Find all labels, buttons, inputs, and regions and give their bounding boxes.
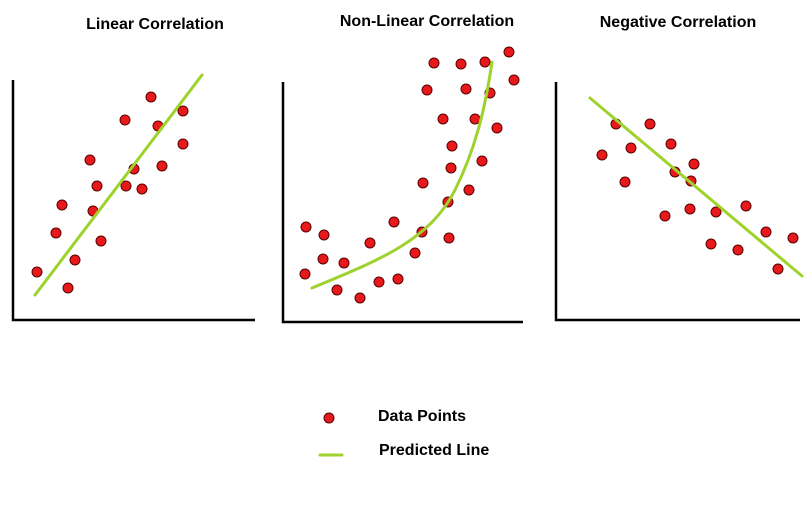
data-point — [460, 83, 472, 95]
data-point — [409, 247, 421, 259]
data-point — [177, 105, 189, 117]
axes — [11, 80, 255, 322]
data-point — [428, 57, 440, 69]
data-point — [772, 263, 784, 275]
data-point — [619, 176, 631, 188]
data-point — [50, 227, 62, 239]
data-point — [364, 237, 376, 249]
data-point — [476, 155, 488, 167]
data-point — [508, 74, 520, 86]
axes — [281, 82, 523, 324]
data-point — [596, 149, 608, 161]
data-point — [69, 254, 81, 266]
data-point — [156, 160, 168, 172]
data-point — [446, 140, 458, 152]
data-point — [688, 158, 700, 170]
panel-title: Linear Correlation — [86, 16, 224, 33]
data-point — [136, 183, 148, 195]
data-point — [491, 122, 503, 134]
legend-label: Predicted Line — [379, 442, 489, 459]
data-point — [659, 210, 671, 222]
data-point — [644, 118, 656, 130]
data-point — [299, 268, 311, 280]
data-point — [740, 200, 752, 212]
legend-label: Data Points — [378, 408, 466, 425]
data-point — [760, 226, 772, 238]
data-point — [317, 253, 329, 265]
data-point — [469, 113, 481, 125]
data-point — [625, 142, 637, 154]
data-point — [417, 177, 429, 189]
data-point — [300, 221, 312, 233]
data-point — [338, 257, 350, 269]
panel-title: Negative Correlation — [600, 14, 756, 31]
data-point — [145, 91, 157, 103]
data-point — [437, 113, 449, 125]
data-point — [684, 203, 696, 215]
data-point — [373, 276, 385, 288]
data-point — [463, 184, 475, 196]
data-point — [665, 138, 677, 150]
panel-title: Non-Linear Correlation — [340, 13, 514, 30]
data-point — [120, 180, 132, 192]
data-point — [177, 138, 189, 150]
data-point — [421, 84, 433, 96]
data-point — [443, 232, 455, 244]
data-point — [95, 235, 107, 247]
data-point — [732, 244, 744, 256]
data-point — [318, 229, 330, 241]
data-point — [31, 266, 43, 278]
data-point — [479, 56, 491, 68]
data-point — [84, 154, 96, 166]
data-point — [56, 199, 68, 211]
data-point — [331, 284, 343, 296]
data-point — [503, 46, 515, 58]
predicted-line — [33, 73, 204, 297]
data-point — [62, 282, 74, 294]
data-point — [119, 114, 131, 126]
predicted-curve — [310, 60, 494, 290]
axes — [554, 82, 800, 322]
data-point — [91, 180, 103, 192]
data-point — [710, 206, 722, 218]
data-point — [388, 216, 400, 228]
data-point — [354, 292, 366, 304]
data-point — [455, 58, 467, 70]
data-point — [705, 238, 717, 250]
data-point — [392, 273, 404, 285]
data-point — [787, 232, 799, 244]
data-point — [445, 162, 457, 174]
legend-dot — [323, 412, 335, 424]
predicted-line — [588, 96, 804, 278]
